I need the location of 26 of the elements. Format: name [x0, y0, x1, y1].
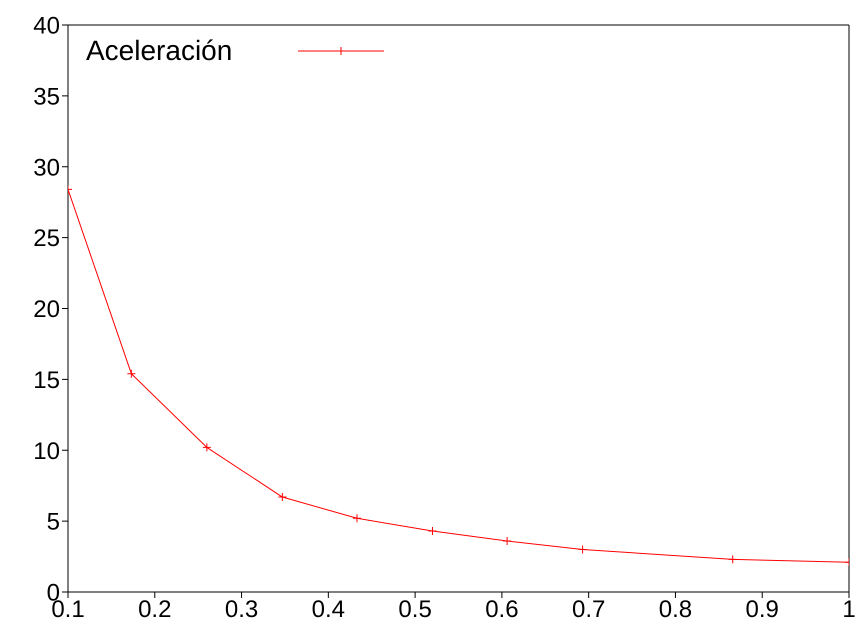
point — [278, 492, 287, 502]
x-tick-label: 0.4 — [312, 596, 346, 624]
y-tick-label: 5 — [46, 508, 60, 536]
x-tick-label: 0.2 — [138, 596, 172, 624]
x-tick-label: 0.8 — [658, 596, 692, 624]
x-tick-label: 1 — [842, 596, 856, 624]
x-tick-label: 0.9 — [746, 596, 779, 624]
point — [202, 442, 212, 452]
y-tick-label: 30 — [33, 154, 60, 182]
x-tick-label: 0.3 — [224, 596, 258, 624]
y-tick-label: 25 — [33, 225, 60, 252]
x-tick-label: 0.5 — [398, 596, 432, 624]
point — [578, 544, 588, 554]
y-tick-label: 40 — [33, 12, 60, 40]
x-tick-label: 0.7 — [572, 596, 606, 624]
y-tick-label: 35 — [33, 83, 60, 110]
point — [352, 514, 362, 523]
y-tick-label: 10 — [33, 438, 60, 465]
point — [428, 526, 437, 536]
legend-label: Aceleración — [86, 34, 232, 68]
point — [502, 536, 512, 546]
point — [728, 554, 738, 564]
x-tick-label: 0.6 — [485, 596, 519, 624]
point — [126, 369, 136, 378]
y-tick-label: 20 — [33, 296, 60, 324]
y-tick-label: 15 — [33, 366, 60, 394]
